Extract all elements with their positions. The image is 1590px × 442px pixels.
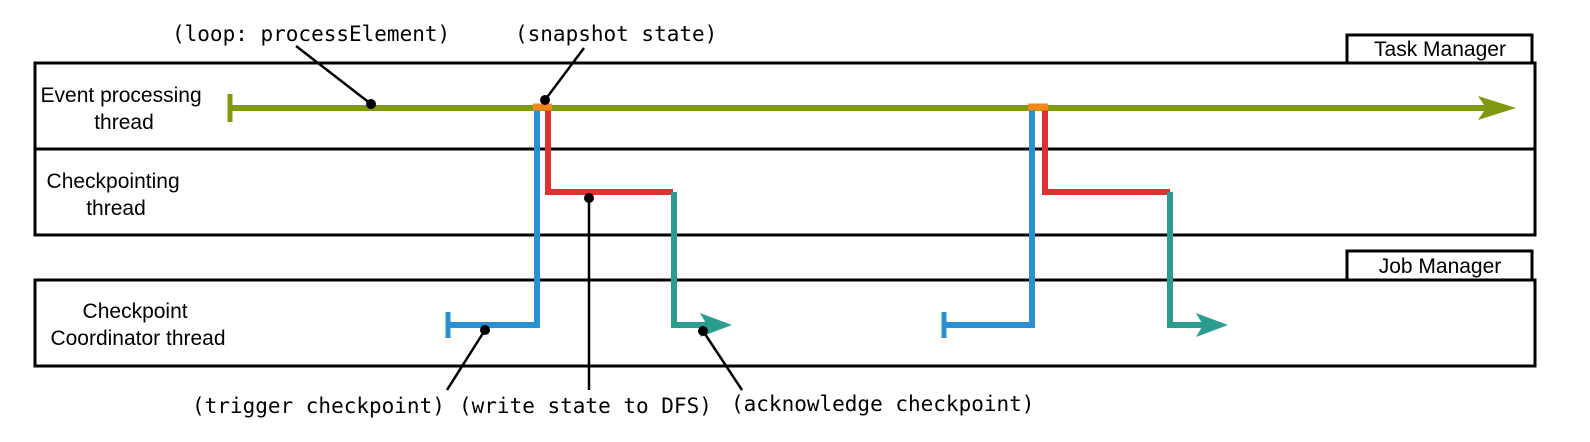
ack-dot (698, 326, 708, 336)
checkpoint-1 (445, 103, 732, 338)
trigger-dot (480, 325, 490, 335)
trigger-leader (445, 329, 487, 391)
checkpointing-thread-label: Checkpointing thread (47, 170, 186, 220)
ack-leader (701, 330, 744, 391)
event-stream-arrowhead (1478, 96, 1516, 120)
snapshot-dot (540, 95, 550, 105)
checkpoint-2 (941, 103, 1228, 338)
loop-annotation: (loop: processElement) (172, 22, 450, 46)
ack-path-1 (671, 192, 712, 328)
trigger-path-1 (447, 108, 540, 328)
task-manager-label: Task Manager (1374, 38, 1506, 61)
trigger-annotation: (trigger checkpoint) (192, 394, 445, 418)
loop-dot (366, 99, 376, 109)
snapshot-annotation: (snapshot state) (515, 22, 717, 46)
job-manager-box (33, 278, 1537, 368)
trigger-path-2 (943, 108, 1035, 328)
write-dot (584, 193, 594, 203)
event-processing-thread-label: Event processing thread (41, 84, 208, 134)
write-path-1 (545, 108, 673, 195)
event-stream-line (227, 94, 1516, 122)
acknowledge-annotation: (acknowledge checkpoint) (731, 392, 1034, 416)
coordinator-thread-label: Checkpoint Coordinator thread (50, 300, 225, 350)
job-manager-label-box (1345, 249, 1534, 282)
snapshot-leader (544, 47, 585, 101)
task-manager-label-box (1345, 33, 1534, 65)
job-manager-label: Job Manager (1379, 255, 1502, 278)
ack-path-2 (1167, 192, 1208, 328)
write-annotation: (write state to DFS) (459, 394, 712, 418)
loop-leader (295, 45, 372, 105)
ack-arrowhead-2 (1196, 313, 1228, 337)
annotation-leaders (295, 45, 744, 391)
write-path-2 (1042, 108, 1170, 195)
